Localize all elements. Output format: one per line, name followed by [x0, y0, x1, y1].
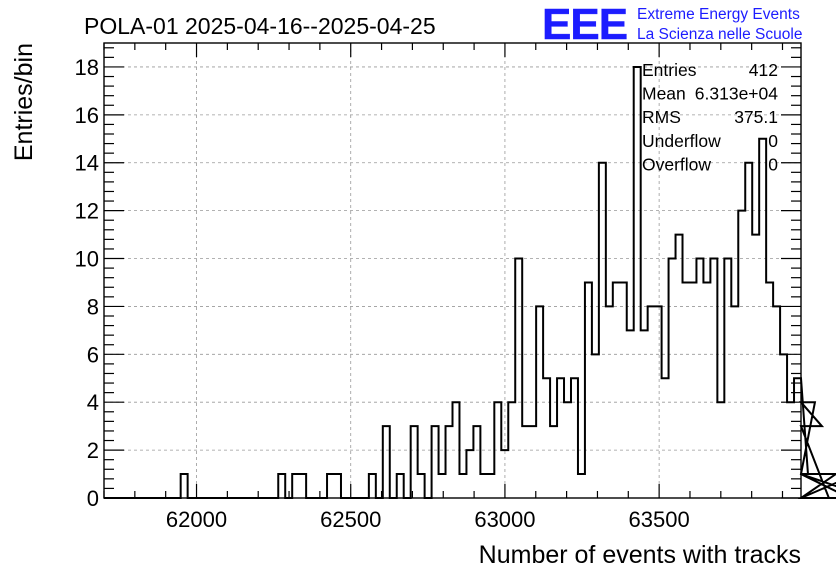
histogram-bin — [689, 282, 696, 498]
histogram-bin — [459, 474, 466, 498]
histogram-bin — [369, 474, 376, 498]
histogram-bin — [557, 378, 564, 498]
histogram-bin — [585, 282, 592, 498]
histogram-bin — [745, 163, 752, 498]
y-tick-label: 12 — [75, 199, 99, 224]
histogram-bin — [418, 474, 425, 498]
histogram-bin — [703, 282, 710, 498]
stats-value-underflow: 0 — [768, 131, 778, 151]
histogram-bin — [432, 426, 439, 498]
y-axis-label: Entries/bin — [10, 43, 38, 161]
logo-line1: Extreme Energy Events — [637, 6, 800, 23]
stats-box: Entries 412 Mean 6.313e+04 RMS 375.1 Underflow… — [642, 60, 778, 174]
histogram-bin — [543, 378, 550, 498]
histogram-bin — [710, 259, 717, 498]
histogram-bars — [104, 67, 836, 498]
histogram-bin — [515, 259, 522, 498]
eee-logo: EEE Extreme Energy Events La Scienza nel… — [542, 0, 802, 49]
histogram-bin — [683, 282, 690, 498]
histogram-bin — [752, 235, 759, 498]
histogram-bin — [759, 139, 766, 498]
histogram-bin — [181, 474, 188, 498]
histogram-bin — [278, 474, 285, 498]
histogram-bin — [696, 259, 703, 498]
histogram-bin — [599, 163, 606, 498]
stats-label-overflow: Overflow — [642, 154, 711, 174]
histogram-bin — [299, 474, 306, 498]
histogram-bin — [724, 259, 731, 498]
histogram-bin — [446, 426, 453, 498]
stats-value-overflow: 0 — [768, 154, 778, 174]
histogram-bin — [439, 474, 446, 498]
stats-value-entries: 412 — [749, 60, 778, 80]
histogram-bin — [571, 378, 578, 498]
histogram-bin — [634, 67, 641, 498]
histogram-bin — [627, 330, 634, 498]
y-tick-label: 14 — [75, 151, 99, 176]
stats-label-rms: RMS — [642, 107, 681, 127]
histogram-bin — [487, 474, 494, 498]
histogram-bin — [327, 474, 334, 498]
x-axis-label: Number of events with tracks — [479, 541, 801, 569]
y-tick-label: 18 — [75, 55, 99, 80]
histogram-outline — [104, 67, 836, 498]
histogram-bin — [592, 354, 599, 498]
stats-value-mean: 6.313e+04 — [695, 84, 778, 104]
histogram-bin — [466, 450, 473, 498]
y-tick-label: 4 — [87, 390, 99, 415]
y-tick-label: 0 — [87, 486, 99, 511]
y-tick-label: 6 — [87, 342, 99, 367]
x-tick-label: 62500 — [320, 507, 381, 532]
logo-mark: EEE — [542, 0, 627, 49]
y-tick-label: 16 — [75, 103, 99, 128]
histogram-bin — [411, 426, 418, 498]
x-tick-label: 63500 — [629, 507, 690, 532]
histogram-bin — [641, 330, 648, 498]
histogram-bin — [613, 282, 620, 498]
histogram-bin — [334, 474, 341, 498]
y-tick-label: 10 — [75, 247, 99, 272]
y-tick-label: 2 — [87, 438, 99, 463]
histogram-bin — [669, 259, 676, 498]
histogram-bin — [383, 426, 390, 498]
histogram-bin — [550, 426, 557, 498]
histogram-bin — [292, 474, 299, 498]
histogram-bin — [473, 426, 480, 498]
histogram-bin — [529, 426, 536, 498]
histogram-bin — [480, 474, 487, 498]
histogram-bin — [780, 354, 787, 498]
stats-value-rms: 375.1 — [734, 107, 778, 127]
stats-label-entries: Entries — [642, 60, 697, 80]
histogram-bin — [676, 235, 683, 498]
histogram-bin — [662, 378, 669, 498]
chart-title: POLA-01 2025-04-16--2025-04-25 — [84, 13, 436, 39]
histogram-bin — [397, 474, 404, 498]
histogram-bin — [578, 474, 585, 498]
stats-label-mean: Mean — [642, 84, 686, 104]
histogram-bin — [522, 426, 529, 498]
histogram-bin — [794, 378, 801, 498]
histogram-bin — [620, 282, 627, 498]
y-tick-label: 8 — [87, 294, 99, 319]
histogram-bin — [766, 282, 773, 498]
x-tick-label: 63000 — [474, 507, 535, 532]
logo-line2: La Scienza nelle Scuole — [637, 26, 802, 43]
x-tick-label: 62000 — [166, 507, 227, 532]
stats-label-underflow: Underflow — [642, 131, 721, 151]
